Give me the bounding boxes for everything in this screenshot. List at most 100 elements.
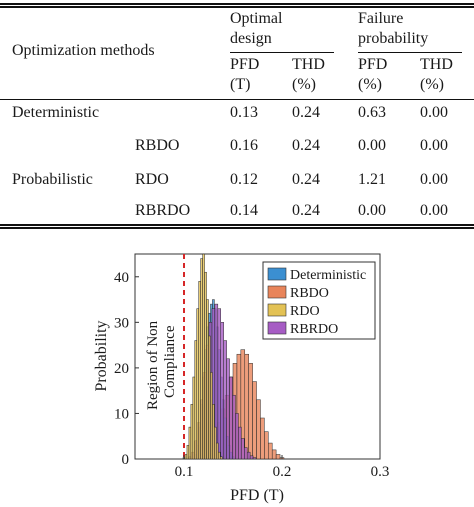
header-optimal-line2: design — [230, 30, 272, 47]
histogram-bar-rbrdo — [238, 426, 242, 460]
cell-thd: 0.24 — [292, 137, 320, 154]
header-subrule-failure — [358, 52, 462, 53]
histogram-bar-rbrdo — [220, 322, 224, 460]
cell-failure-pfd: 0.63 — [358, 104, 386, 121]
histogram-bar-rbrdo — [235, 413, 239, 460]
header-thd2-bottom: (%) — [420, 76, 444, 93]
histogram-bar-rdo — [192, 376, 196, 460]
x-tick-label: 0.1 — [175, 464, 194, 480]
cell-pfd: 0.13 — [230, 104, 258, 121]
histogram-bar-rbrdo — [217, 308, 221, 460]
cell-failure-thd: 0.00 — [420, 171, 448, 188]
header-failure-line1: Failure — [358, 10, 404, 27]
histogram-bar-rbdo — [248, 363, 253, 460]
legend-swatch-deterministic — [267, 267, 287, 281]
header-thd-top: THD — [292, 56, 325, 73]
header-thd-bottom: (%) — [292, 76, 316, 93]
row-method-label: RBDO — [135, 137, 180, 154]
y-tick-label: 40 — [114, 270, 129, 286]
histogram-bar-rdo — [220, 456, 223, 460]
legend-label-rbdo: RBDO — [290, 286, 329, 301]
histogram-bar-rdo — [188, 426, 192, 460]
legend-label-rdo: RDO — [290, 304, 320, 319]
histogram-bar-rbrdo — [229, 376, 233, 460]
header-thd2-top: THD — [420, 56, 453, 73]
histogram-bar-rbdo — [256, 399, 261, 460]
header-pfd-p-bottom: (%) — [358, 76, 382, 93]
header-bottom-rule — [0, 99, 474, 100]
histogram-bar-rbrdo — [241, 438, 245, 460]
cell-thd: 0.24 — [292, 104, 320, 121]
row-method-label: RBRDO — [135, 202, 191, 219]
cell-pfd: 0.16 — [230, 137, 258, 154]
header-optimization-methods: Optimization methods — [12, 42, 155, 59]
histogram-bar-rdo — [202, 253, 205, 460]
histogram-bar-rdo — [190, 404, 194, 460]
legend: Deterministic RBDO RDO RBRDO — [262, 261, 376, 340]
header-pfd-p-top: PFD — [358, 56, 388, 73]
histogram-bar-rbrdo — [232, 394, 236, 460]
cell-thd: 0.24 — [292, 202, 320, 219]
histogram-bar-rdo — [194, 340, 197, 460]
histogram-bar-rdo — [216, 442, 219, 460]
table-top-rule-2 — [0, 6, 474, 8]
histogram-bar-rbdo — [271, 449, 277, 460]
histogram-bar-rbdo — [260, 417, 265, 460]
table-bottom-rule-2 — [0, 227, 474, 229]
cell-pfd: 0.12 — [230, 171, 258, 188]
histogram-bar-rbrdo — [246, 451, 251, 460]
histogram-bar-rbdo — [252, 381, 257, 460]
histogram-bar-rdo — [200, 258, 203, 460]
histogram-bar-rdo — [210, 372, 213, 460]
histogram-bar-rbdo — [268, 442, 273, 460]
row-method-label: RDO — [135, 171, 169, 188]
histogram-bar-rbrdo — [223, 340, 227, 460]
row-group-label: Deterministic — [12, 104, 100, 121]
y-axis-label: Probability — [93, 320, 110, 391]
cell-failure-pfd: 0.00 — [358, 137, 386, 154]
y-tick-label: 0 — [122, 452, 130, 468]
histogram-bar-rbrdo — [252, 457, 257, 460]
histogram-bar-rdo — [204, 271, 207, 460]
cell-pfd: 0.14 — [230, 202, 258, 219]
legend-swatch-rbdo — [267, 285, 287, 299]
histogram-bar-rdo — [206, 299, 209, 460]
legend-swatch-rdo — [267, 303, 287, 317]
cell-failure-thd: 0.00 — [420, 104, 448, 121]
legend-label-deterministic: Deterministic — [290, 268, 366, 283]
axes: 0.1 0.2 0.3 0 10 20 30 40 — [114, 270, 389, 480]
histogram-bar-rdo — [208, 335, 211, 460]
histogram-bar-rdo — [212, 404, 215, 460]
histogram-bar-rbdo — [244, 353, 249, 460]
threshold-label-line1: Region of Non — [145, 320, 161, 410]
table-bottom-rule — [0, 224, 474, 226]
y-tick-label: 20 — [114, 361, 129, 377]
pfd-histogram-chart: Region of Non Compliance 0.1 0.2 0.3 0 10 20 3… — [93, 253, 389, 504]
cell-failure-pfd: 1.21 — [358, 171, 386, 188]
histogram-bar-rbrdo — [226, 358, 230, 460]
row-group-label: Probabilistic — [12, 171, 93, 188]
x-tick-label: 0.2 — [273, 464, 292, 480]
legend-label-rbrdo: RBRDO — [290, 322, 338, 337]
x-tick-label: 0.3 — [371, 464, 390, 480]
cell-failure-thd: 0.00 — [420, 202, 448, 219]
histogram-bar-rdo — [196, 308, 199, 460]
cell-failure-thd: 0.00 — [420, 137, 448, 154]
histogram-bar-rdo — [184, 454, 188, 460]
header-optimal-line1: Optimal — [230, 10, 283, 27]
threshold-label-line2: Compliance — [162, 325, 178, 398]
histogram-bar-rdo — [218, 451, 221, 460]
header-failure-line2: probability — [358, 30, 429, 47]
legend-swatch-rbrdo — [267, 321, 287, 335]
histogram-bar-rbdo — [264, 431, 269, 460]
header-subrule-optimal — [230, 52, 334, 53]
header-pfd-t-bottom: (T) — [230, 76, 251, 93]
histogram-bar-rbrdo — [249, 455, 254, 460]
y-tick-label: 10 — [114, 406, 129, 422]
histogram-bar-rbdo — [275, 454, 281, 460]
histogram-bar-rdo — [214, 426, 217, 460]
header-pfd-t-top: PFD — [230, 56, 260, 73]
histogram-bar-rdo — [198, 281, 201, 460]
y-tick-label: 30 — [114, 315, 129, 331]
histogram-bar-rdo — [186, 445, 190, 460]
